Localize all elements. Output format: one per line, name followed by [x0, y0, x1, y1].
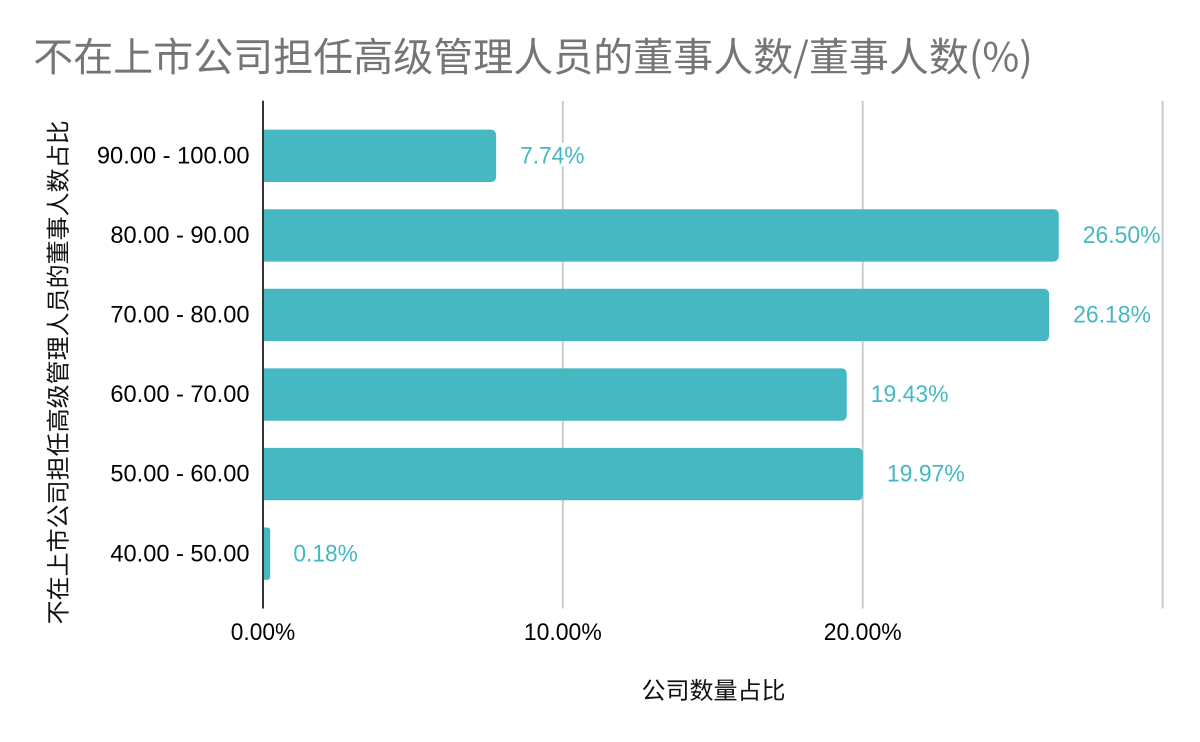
svg-text:40.00 - 50.00: 40.00 - 50.00 [110, 540, 249, 567]
svg-text:10.00%: 10.00% [524, 619, 602, 646]
svg-text:80.00 - 90.00: 80.00 - 90.00 [110, 222, 249, 249]
svg-text:90.00 - 100.00: 90.00 - 100.00 [97, 142, 250, 169]
svg-text:0.00%: 0.00% [231, 619, 295, 646]
svg-text:19.97%: 19.97% [887, 461, 965, 488]
svg-text:19.43%: 19.43% [871, 381, 949, 408]
svg-text:7.74%: 7.74% [520, 142, 584, 169]
svg-text:26.18%: 26.18% [1073, 302, 1151, 329]
svg-text:60.00 - 70.00: 60.00 - 70.00 [110, 381, 249, 408]
svg-text:26.50%: 26.50% [1083, 222, 1161, 249]
svg-text:0.18%: 0.18% [293, 540, 357, 567]
svg-text:70.00 - 80.00: 70.00 - 80.00 [110, 302, 249, 329]
svg-text:20.00%: 20.00% [824, 619, 902, 646]
svg-text:50.00 - 60.00: 50.00 - 60.00 [110, 461, 249, 488]
